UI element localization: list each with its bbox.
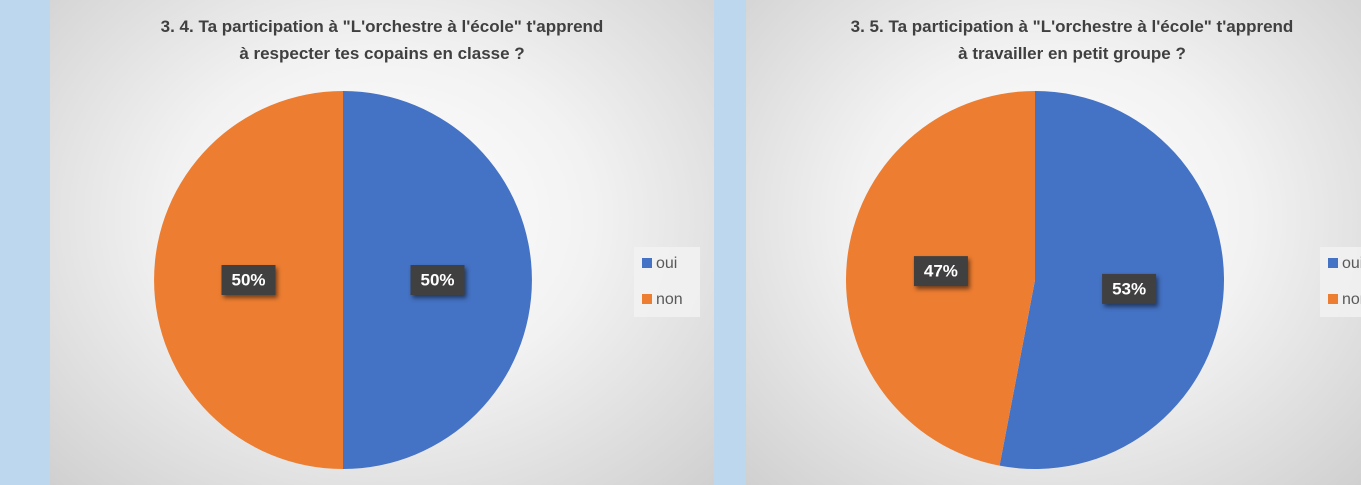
data-label: 47% xyxy=(924,262,958,281)
data-label-box xyxy=(913,256,968,287)
chart-title: à travailler en petit groupe ? xyxy=(958,44,1186,63)
data-label-box xyxy=(1102,273,1157,304)
legend-box xyxy=(1320,247,1361,317)
chart-title: à respecter tes copains en classe ? xyxy=(239,44,524,63)
data-label: 50% xyxy=(231,270,265,289)
legend-label: oui xyxy=(1342,255,1361,272)
chart-title: 3. 5. Ta participation à "L'orchestre à … xyxy=(851,17,1294,36)
legend-swatch xyxy=(1328,258,1338,268)
data-label: 53% xyxy=(1112,279,1146,298)
chart-title: 3. 4. Ta participation à "L'orchestre à … xyxy=(161,17,604,36)
chart-panel: 3. 5. Ta participation à "L'orchestre à … xyxy=(746,0,1361,485)
chart: 3. 5. Ta participation à "L'orchestre à … xyxy=(845,17,1361,469)
data-label-box xyxy=(221,265,276,295)
legend-label: oui xyxy=(656,255,677,272)
chart-panel: 3. 4. Ta participation à "L'orchestre à … xyxy=(50,0,714,485)
data-label: 50% xyxy=(420,270,454,289)
legend-swatch xyxy=(1328,294,1338,304)
chart: 3. 4. Ta participation à "L'orchestre à … xyxy=(154,17,700,469)
legend-swatch xyxy=(642,258,652,268)
legend-swatch xyxy=(642,294,652,304)
legend-label: non xyxy=(656,291,683,308)
data-label-box xyxy=(410,265,465,295)
legend-label: non xyxy=(1342,291,1361,308)
